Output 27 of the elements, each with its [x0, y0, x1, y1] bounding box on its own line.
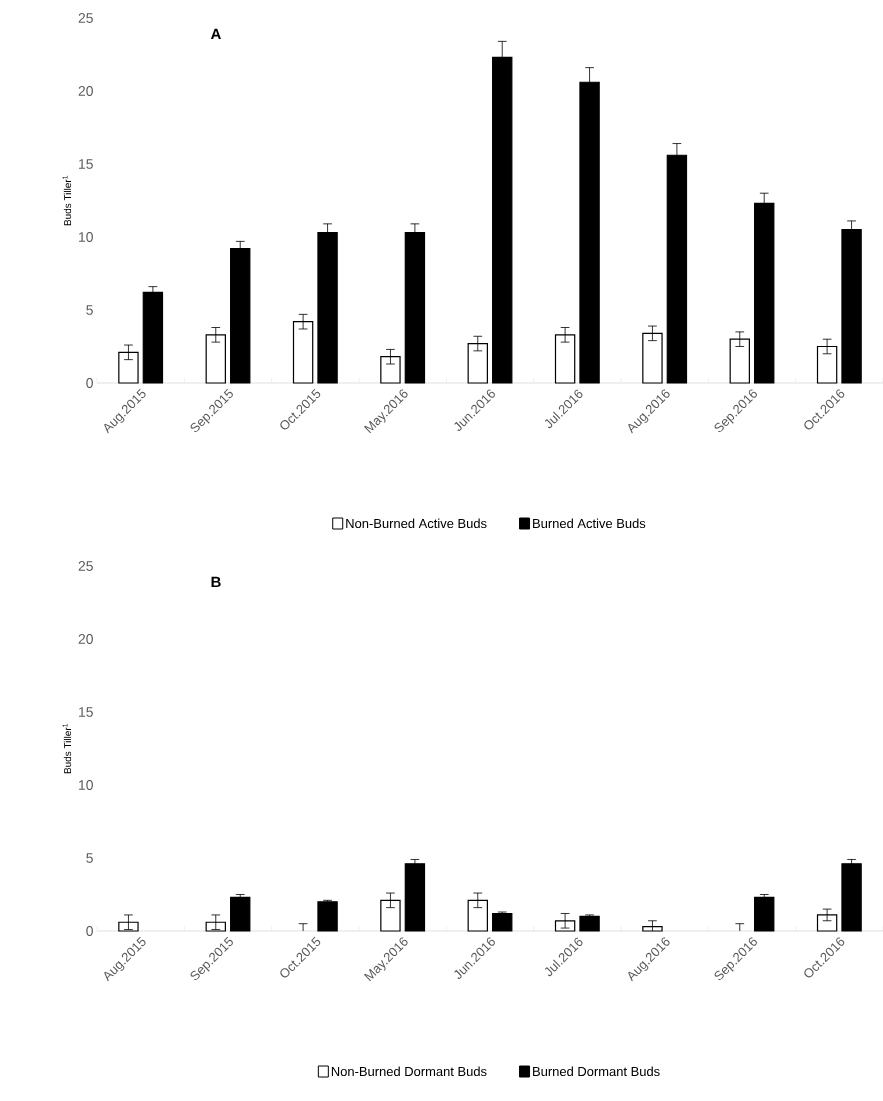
- legend-label: Non-Burned Active Buds: [346, 518, 487, 529]
- text: B: [211, 576, 221, 588]
- y-tick-label: 5: [86, 853, 93, 863]
- y-axis-title: Buds Tiller$^{1}$: [62, 175, 72, 226]
- legend-label: Non-Burned Dormant Buds: [331, 1066, 487, 1077]
- bar: [317, 901, 338, 932]
- legend-label: Burned Active Buds: [533, 518, 646, 529]
- bar: [404, 863, 426, 932]
- bar: [579, 915, 600, 932]
- bar: [230, 896, 251, 932]
- text: A: [210, 28, 221, 40]
- y-tick-label: 15: [79, 159, 93, 169]
- y-tick-label: 5: [86, 305, 93, 315]
- y-tick-label: 25: [78, 13, 93, 23]
- bar: [754, 896, 775, 932]
- y-tick-label: 10: [79, 232, 93, 242]
- bar: [841, 863, 862, 932]
- y-tick-label: 0: [86, 378, 93, 388]
- y-tick-label: 10: [79, 780, 93, 790]
- y-tick-label: 20: [78, 634, 93, 644]
- y-tick-label: 25: [78, 561, 93, 571]
- legend-label: Burned Dormant Buds: [533, 1066, 660, 1077]
- y-tick-label: 0: [86, 926, 93, 936]
- y-tick-label: 15: [79, 707, 93, 717]
- y-tick-label: 20: [78, 86, 93, 96]
- y-axis-title: Buds Tiller$^{1}$: [62, 723, 72, 774]
- bar: [492, 912, 513, 932]
